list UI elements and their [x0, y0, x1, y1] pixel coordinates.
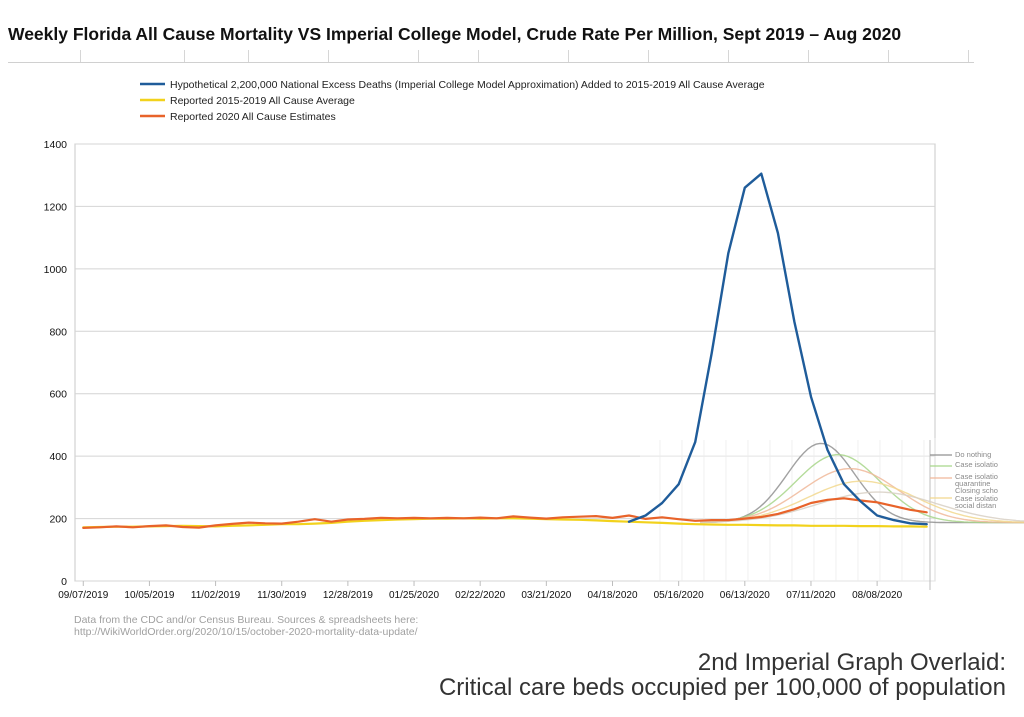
- x-tick-label: 11/02/2019: [191, 590, 241, 601]
- source-url: http://WikiWorldOrder.org/2020/10/15/oct…: [74, 626, 418, 638]
- x-tick-label: 05/16/2020: [654, 590, 704, 601]
- x-tick-label: 04/18/2020: [587, 590, 637, 601]
- legend-label: Reported 2015-2019 All Cause Average: [170, 95, 355, 107]
- legend: Hypothetical 2,200,000 National Excess D…: [140, 79, 765, 123]
- y-tick-label: 200: [49, 514, 67, 526]
- overlay-caption-line-2: Critical care beds occupied per 100,000 …: [438, 674, 1006, 701]
- y-tick-label: 400: [49, 451, 67, 463]
- x-tick-label: 02/22/2020: [455, 590, 505, 601]
- x-tick-label: 10/05/2019: [124, 590, 174, 601]
- x-tick-label: 07/11/2020: [786, 590, 836, 601]
- legend-label: Reported 2020 All Cause Estimates: [170, 111, 336, 123]
- overlay-curve: [699, 491, 1024, 523]
- x-tick-label: 12/28/2019: [323, 590, 373, 601]
- overlay-legend-label: Case isolatio: [955, 472, 998, 481]
- y-tick-label: 1400: [44, 139, 68, 151]
- y-tick-label: 1000: [44, 264, 68, 276]
- overlay-legend-label: quarantine: [955, 479, 990, 488]
- x-tick-label: 08/08/2020: [852, 590, 902, 601]
- overlay-legend-label: Case isolatio: [955, 460, 998, 469]
- x-tick-label: 11/30/2019: [257, 590, 307, 601]
- overlay-caption: 2nd Imperial Graph Overlaid: Critical ca…: [439, 650, 1006, 700]
- top-grid-strip: [8, 50, 974, 63]
- overlay-curve: [699, 454, 1024, 524]
- series-line: [82, 497, 928, 529]
- y-tick-label: 0: [61, 576, 67, 588]
- source-line-1: Data from the CDC and/or Census Bureau. …: [74, 614, 419, 626]
- x-tick-label: 09/07/2019: [58, 590, 108, 601]
- y-tick-label: 600: [49, 389, 67, 401]
- series-line: [627, 172, 928, 526]
- overlay-legend-label: Do nothing: [955, 450, 991, 459]
- overlay-legend-label: Case isolatio: [955, 494, 998, 503]
- x-tick-label: 03/21/2020: [521, 590, 571, 601]
- x-tick-label: 06/13/2020: [720, 590, 770, 601]
- overlay-caption-line-1: 2nd Imperial Graph Overlaid:: [697, 649, 1006, 676]
- series-layer: [82, 172, 928, 529]
- overlay-legend-label: social distan: [955, 501, 996, 510]
- legend-label: Hypothetical 2,200,000 National Excess D…: [170, 79, 765, 91]
- chart-title: Weekly Florida All Cause Mortality VS Im…: [8, 24, 902, 44]
- y-tick-label: 1200: [44, 201, 68, 213]
- x-tick-label: 01/25/2020: [389, 590, 439, 601]
- overlay-legend-label: Closing scho: [955, 486, 998, 495]
- overlay-curve: [699, 468, 1024, 524]
- axes: 0 200 400 600 800 1000 1200 1400 09/07/2019 10/05…: [44, 139, 903, 601]
- y-tick-label: 800: [49, 326, 67, 338]
- source-note: Data from the CDC and/or Census Bureau. …: [74, 614, 418, 638]
